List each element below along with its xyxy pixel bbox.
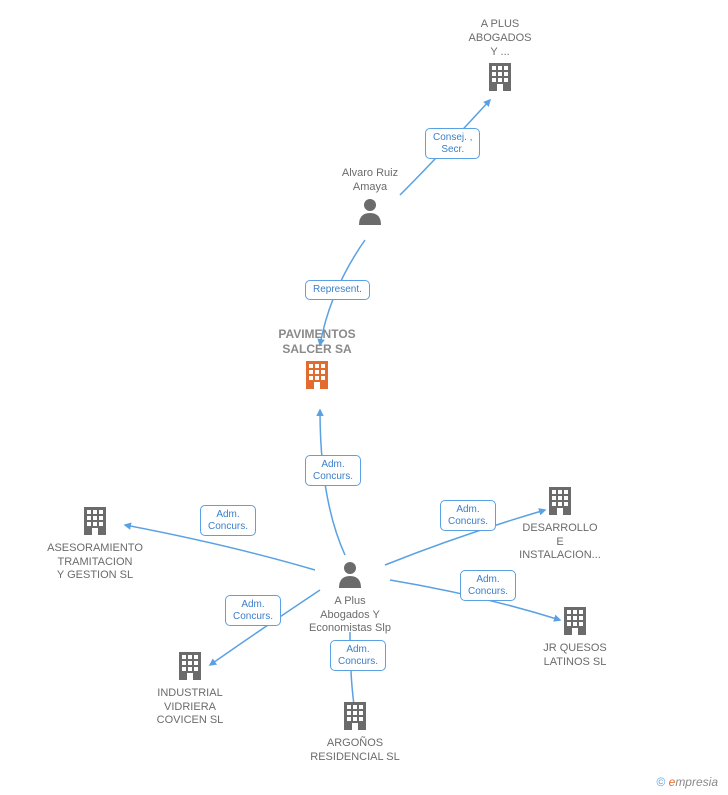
edge-label-aplus_economistas-industrial: Adm. Concurs. <box>225 595 281 626</box>
edge-label-aplus_economistas-desarrollo: Adm. Concurs. <box>440 500 496 531</box>
node-label: ASESORAMIENTOTRAMITACIONY GESTION SL <box>35 542 155 583</box>
node-jrquesos[interactable]: JR QUESOSLATINOS SL <box>515 605 635 669</box>
building-icon <box>486 82 514 94</box>
node-aplus_abogados_y[interactable]: A PLUSABOGADOSY ... <box>440 18 560 96</box>
building-icon <box>176 671 204 683</box>
edge-label-alvaro-pavimentos: Represent. <box>305 280 370 300</box>
node-pavimentos[interactable]: PAVIMENTOSSALCER SA <box>257 327 377 394</box>
node-aplus_economistas[interactable]: A PlusAbogados YEconomistas Slp <box>290 560 410 636</box>
edge-label-aplus_economistas-jrquesos: Adm. Concurs. <box>460 570 516 601</box>
person-icon <box>357 216 383 228</box>
node-argonos[interactable]: ARGOÑOSRESIDENCIAL SL <box>295 700 415 764</box>
node-desarrollo[interactable]: DESARROLLOEINSTALACION... <box>500 485 620 563</box>
edge-label-aplus_economistas-asesoramiento: Adm. Concurs. <box>200 505 256 536</box>
building-icon <box>546 506 574 518</box>
building-icon <box>561 626 589 638</box>
node-label: A PlusAbogados YEconomistas Slp <box>290 595 410 636</box>
node-label: Alvaro RuizAmaya <box>310 167 430 195</box>
edge-label-aplus_economistas-argonos: Adm. Concurs. <box>330 640 386 671</box>
building-icon <box>341 721 369 733</box>
node-label: ARGOÑOSRESIDENCIAL SL <box>295 737 415 765</box>
building-icon <box>303 380 331 392</box>
copyright-symbol: © <box>656 775 665 789</box>
brand: empresia <box>669 775 718 789</box>
node-label: DESARROLLOEINSTALACION... <box>500 522 620 563</box>
node-industrial[interactable]: INDUSTRIALVIDRIERACOVICEN SL <box>130 650 250 728</box>
building-icon <box>81 526 109 538</box>
edge-label-aplus_economistas-pavimentos: Adm. Concurs. <box>305 455 361 486</box>
edges-layer <box>0 0 728 795</box>
node-label: INDUSTRIALVIDRIERACOVICEN SL <box>130 687 250 728</box>
footer-credit: © empresia <box>656 775 718 789</box>
person-icon <box>337 579 363 591</box>
node-label: PAVIMENTOSSALCER SA <box>257 327 377 357</box>
brand-rest: mpresia <box>675 775 718 789</box>
node-alvaro[interactable]: Alvaro RuizAmaya <box>310 167 430 229</box>
edge-label-alvaro-aplus_abogados_y: Consej. , Secr. <box>425 128 480 159</box>
node-label: JR QUESOSLATINOS SL <box>515 642 635 670</box>
node-label: A PLUSABOGADOSY ... <box>440 18 560 59</box>
node-asesoramiento[interactable]: ASESORAMIENTOTRAMITACIONY GESTION SL <box>35 505 155 583</box>
